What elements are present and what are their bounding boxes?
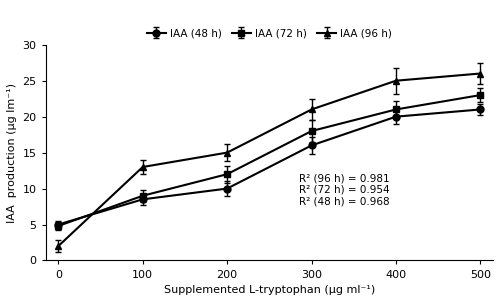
X-axis label: Supplemented L-tryptophan (μg ml⁻¹): Supplemented L-tryptophan (μg ml⁻¹): [164, 285, 375, 295]
Y-axis label: IAA  production (μg lm⁻¹): IAA production (μg lm⁻¹): [7, 83, 17, 223]
Legend: IAA (48 h), IAA (72 h), IAA (96 h): IAA (48 h), IAA (72 h), IAA (96 h): [142, 24, 396, 42]
Text: R² (96 h) = 0.981
R² (72 h) = 0.954
R² (48 h) = 0.968: R² (96 h) = 0.981 R² (72 h) = 0.954 R² (…: [299, 173, 390, 207]
